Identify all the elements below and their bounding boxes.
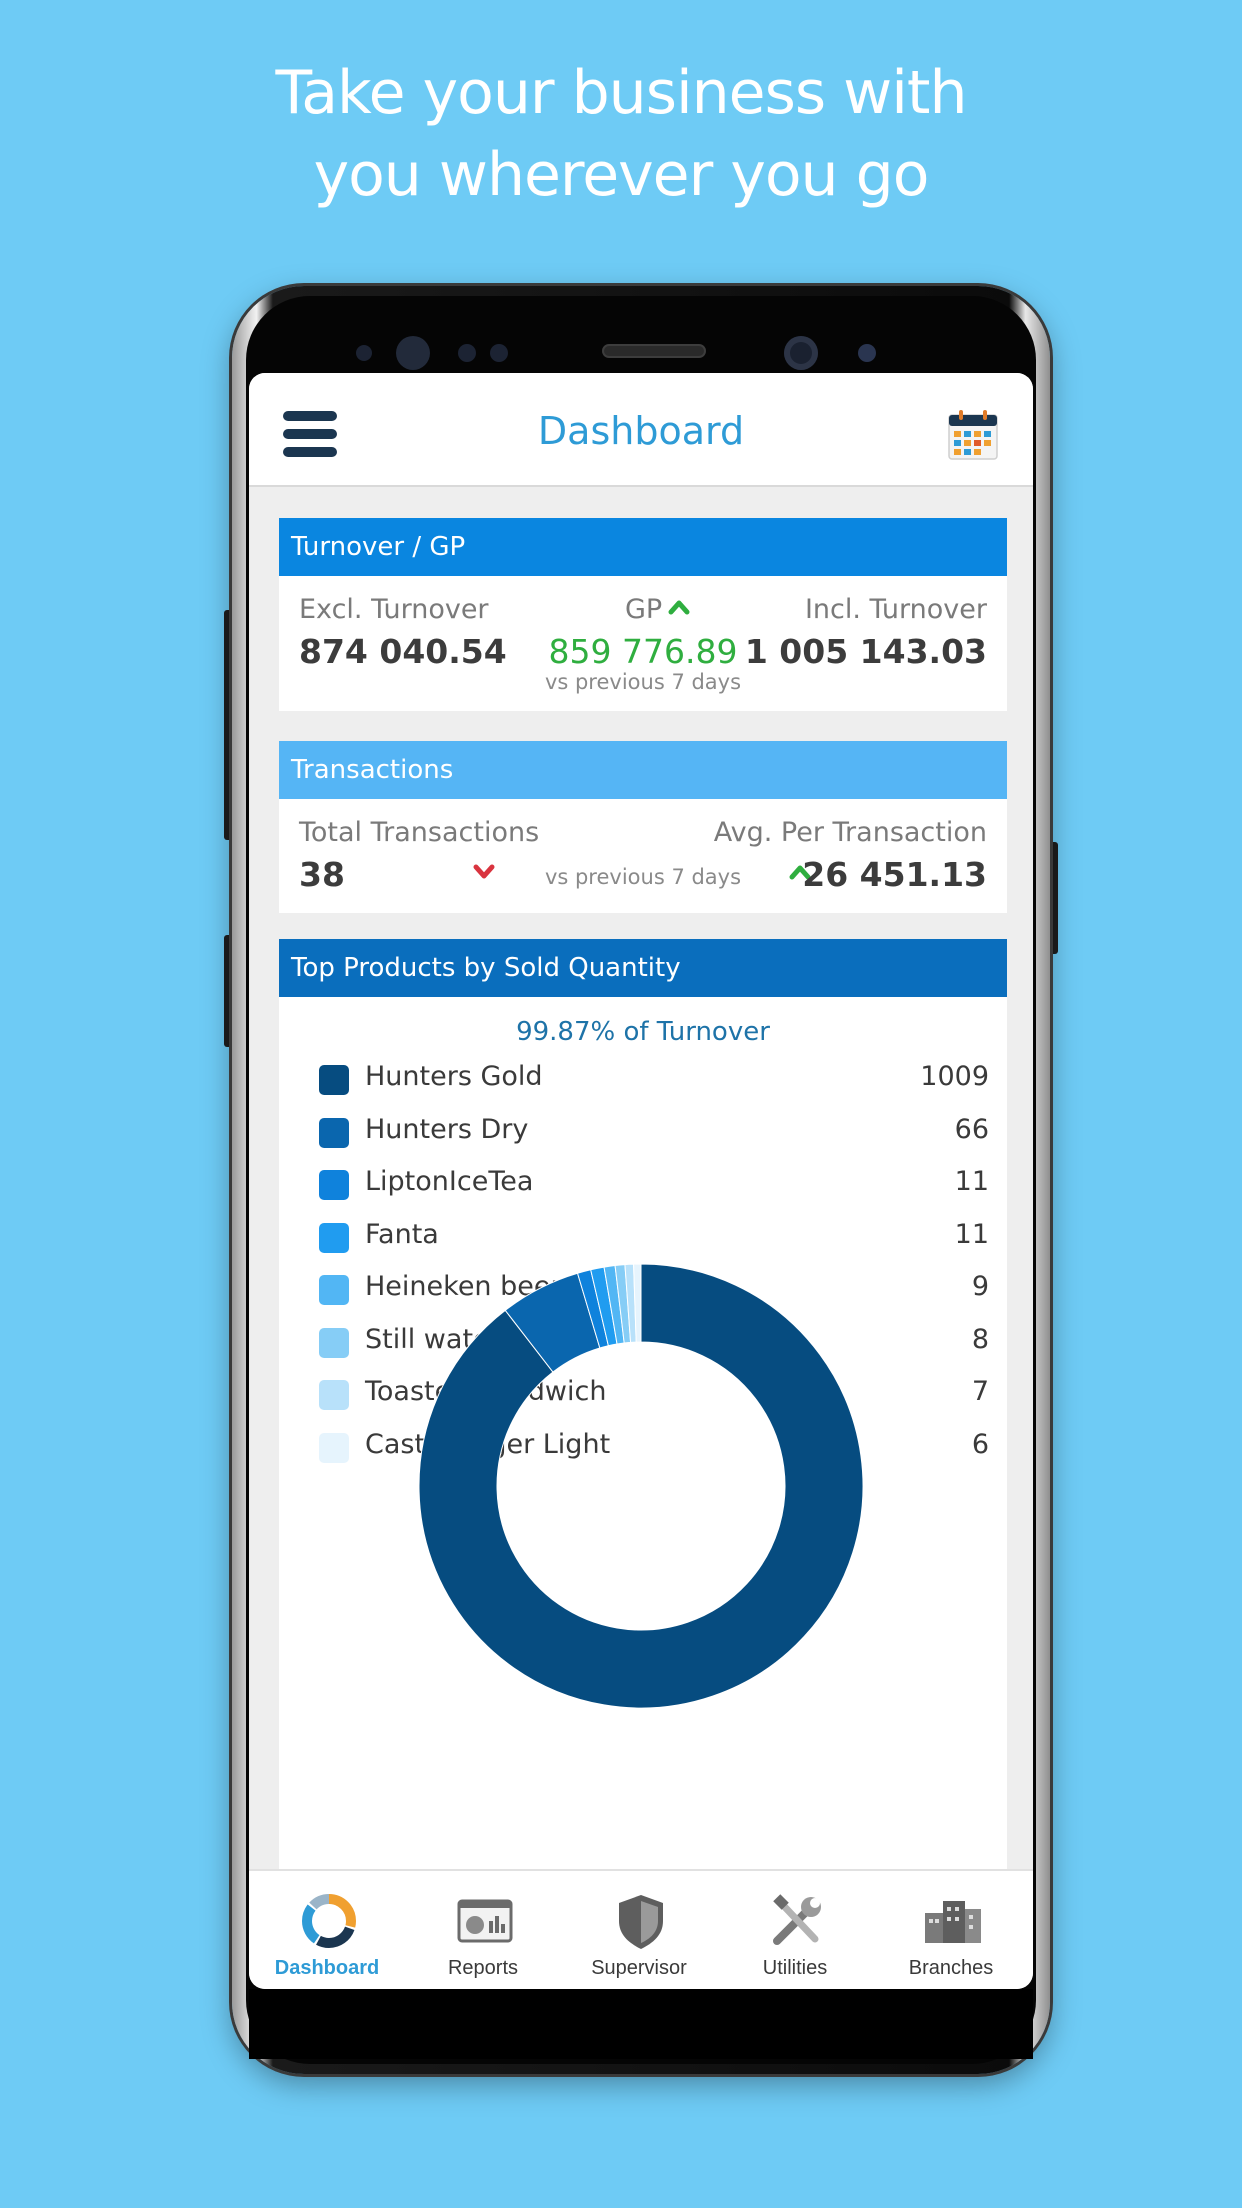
iris-camera bbox=[784, 336, 818, 370]
transactions-card[interactable]: Transactions Total Transactions 38 vs pr… bbox=[279, 741, 1007, 913]
legend-product-quantity: 66 bbox=[954, 1113, 989, 1145]
transactions-trend-down-icon bbox=[473, 864, 495, 879]
sensor-dot bbox=[490, 344, 508, 362]
legend-product-name: Hunters Gold bbox=[365, 1061, 543, 1092]
legend-product-quantity: 11 bbox=[954, 1166, 989, 1197]
legend-product-quantity: 7 bbox=[971, 1376, 989, 1407]
legend-swatch bbox=[319, 1432, 349, 1463]
transactions-compare-text: vs previous 7 days bbox=[544, 865, 742, 889]
tab-branches[interactable]: Branches bbox=[873, 1871, 1029, 1989]
sensor-dot bbox=[356, 345, 372, 361]
excl-turnover-value: 874 040.54 bbox=[299, 632, 507, 671]
gp-compare-text: vs previous 7 days bbox=[544, 670, 742, 694]
incl-turnover-value: 1 005 143.03 bbox=[744, 632, 987, 671]
tab-utilities-label: Utilities bbox=[762, 1957, 828, 1979]
avg-per-transaction-value: 26 451.13 bbox=[802, 855, 987, 894]
tab-branches-label: Branches bbox=[908, 1957, 994, 1979]
legend-swatch bbox=[319, 1117, 349, 1148]
legend-product-quantity: 9 bbox=[971, 1271, 989, 1302]
shield-icon bbox=[619, 1895, 663, 1949]
legend-product-quantity: 8 bbox=[971, 1323, 989, 1355]
legend-product-name: Hunters Dry bbox=[365, 1113, 529, 1145]
top-products-card[interactable]: Top Products by Sold Quantity 99.87% of … bbox=[279, 939, 1007, 1879]
front-camera bbox=[396, 336, 430, 370]
page-title: Dashboard bbox=[537, 409, 745, 453]
turnover-gp-header: Turnover / GP bbox=[279, 518, 1007, 576]
phone-bottom-bezel bbox=[249, 1989, 1033, 2059]
tools-icon bbox=[773, 1894, 821, 1945]
calendar-icon[interactable] bbox=[947, 409, 999, 461]
phone-bixby-button bbox=[224, 935, 234, 1047]
tab-supervisor[interactable]: Supervisor bbox=[561, 1871, 717, 1989]
promo-line-2: you wherever you go bbox=[313, 140, 930, 210]
promo-line-1: Take your business with bbox=[275, 58, 968, 128]
tab-utilities[interactable]: Utilities bbox=[717, 1871, 873, 1989]
legend-swatch bbox=[319, 1327, 349, 1358]
legend-item[interactable]: Fanta 11 bbox=[319, 1217, 989, 1257]
legend-swatch bbox=[319, 1170, 349, 1200]
avg-per-transaction-label: Avg. Per Transaction bbox=[713, 817, 987, 848]
donut-slice[interactable] bbox=[633, 1263, 642, 1343]
donut-slice[interactable] bbox=[418, 1263, 864, 1709]
dashboard-donut-icon bbox=[302, 1894, 356, 1948]
legend-swatch bbox=[319, 1275, 349, 1305]
total-transactions-label: Total Transactions bbox=[299, 817, 540, 848]
reports-icon bbox=[457, 1899, 513, 1943]
phone-power-button bbox=[1048, 842, 1058, 954]
legend-product-quantity: 6 bbox=[971, 1428, 989, 1460]
top-products-header: Top Products by Sold Quantity bbox=[279, 939, 1007, 997]
promo-headline: Take your business with you wherever you… bbox=[0, 52, 1242, 216]
legend-swatch bbox=[319, 1380, 349, 1410]
transactions-header: Transactions bbox=[279, 741, 1007, 799]
app-bar: Dashboard bbox=[249, 373, 1033, 487]
tab-dashboard[interactable]: Dashboard bbox=[249, 1871, 405, 1989]
buildings-icon bbox=[925, 1901, 981, 1943]
tab-dashboard-label: Dashboard bbox=[274, 1957, 380, 1979]
turnover-share-text: 99.87% of Turnover bbox=[516, 1017, 770, 1047]
top-products-donut-chart[interactable] bbox=[279, 939, 1007, 1879]
sensor-dot bbox=[858, 344, 876, 362]
sensor-dot bbox=[458, 344, 476, 362]
turnover-gp-card[interactable]: Turnover / GP Excl. Turnover 874 040.54 … bbox=[279, 518, 1007, 711]
legend-item[interactable]: LiptonIceTea 11 bbox=[319, 1164, 989, 1204]
legend-product-name: LiptonIceTea bbox=[365, 1166, 534, 1197]
hamburger-menu-icon[interactable] bbox=[283, 411, 337, 457]
legend-item[interactable]: Hunters Dry 66 bbox=[319, 1112, 989, 1152]
total-transactions-value: 38 bbox=[299, 855, 345, 894]
legend-product-quantity: 1009 bbox=[920, 1061, 989, 1092]
bottom-tab-bar: Dashboard Reports Supervisor bbox=[249, 1869, 1033, 1989]
avg-trend-up-icon bbox=[789, 865, 811, 880]
legend-product-quantity: 11 bbox=[954, 1218, 989, 1250]
legend-swatch bbox=[319, 1222, 349, 1253]
gp-value: 859 776.89 bbox=[548, 632, 738, 671]
legend-item[interactable]: Hunters Gold 1009 bbox=[319, 1059, 989, 1099]
legend-product-name: Fanta bbox=[365, 1218, 439, 1250]
tab-reports[interactable]: Reports bbox=[405, 1871, 561, 1989]
tab-reports-label: Reports bbox=[447, 1957, 519, 1979]
legend-swatch bbox=[319, 1065, 349, 1095]
excl-turnover-label: Excl. Turnover bbox=[299, 594, 489, 625]
gp-trend-up-icon bbox=[668, 600, 690, 615]
earpiece-speaker bbox=[602, 344, 706, 358]
tab-supervisor-label: Supervisor bbox=[591, 1957, 687, 1979]
gp-label: GP bbox=[625, 594, 663, 625]
app-screen: Dashboard Turnover / GP Excl. Turnover 8… bbox=[249, 373, 1033, 1989]
phone-volume-button bbox=[224, 610, 234, 840]
incl-turnover-label: Incl. Turnover bbox=[804, 594, 987, 625]
